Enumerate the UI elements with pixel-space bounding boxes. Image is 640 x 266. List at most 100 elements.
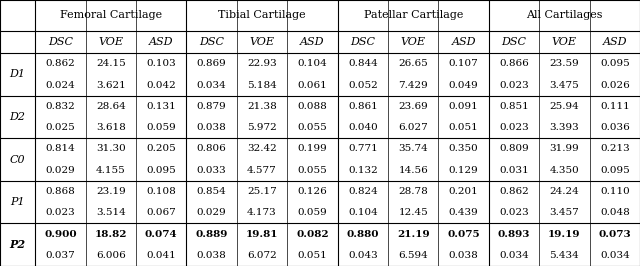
Text: 22.93: 22.93 bbox=[247, 59, 277, 68]
Text: 0.029: 0.029 bbox=[196, 208, 227, 217]
Text: 0.075: 0.075 bbox=[447, 230, 480, 239]
Text: 0.040: 0.040 bbox=[348, 123, 378, 132]
Text: 0.771: 0.771 bbox=[348, 144, 378, 153]
Text: 0.023: 0.023 bbox=[45, 208, 76, 217]
Text: 0.074: 0.074 bbox=[145, 230, 177, 239]
Text: ASD: ASD bbox=[300, 37, 324, 47]
Text: 0.103: 0.103 bbox=[147, 59, 176, 68]
Text: 0.205: 0.205 bbox=[147, 144, 176, 153]
Text: 0.893: 0.893 bbox=[498, 230, 530, 239]
Text: 0.111: 0.111 bbox=[600, 102, 630, 111]
Text: 0.034: 0.034 bbox=[196, 81, 227, 90]
Text: 25.94: 25.94 bbox=[550, 102, 579, 111]
Text: 25.17: 25.17 bbox=[247, 187, 277, 196]
Text: 5.972: 5.972 bbox=[247, 123, 277, 132]
Text: 3.618: 3.618 bbox=[96, 123, 125, 132]
Text: 0.809: 0.809 bbox=[499, 144, 529, 153]
Text: 0.061: 0.061 bbox=[298, 81, 327, 90]
Text: 0.055: 0.055 bbox=[298, 166, 327, 175]
Text: All Cartilages: All Cartilages bbox=[526, 10, 603, 20]
Text: 0.067: 0.067 bbox=[147, 208, 176, 217]
Text: 19.81: 19.81 bbox=[246, 230, 278, 239]
Text: 0.095: 0.095 bbox=[600, 59, 630, 68]
Text: 0.851: 0.851 bbox=[499, 102, 529, 111]
Text: 0.201: 0.201 bbox=[449, 187, 479, 196]
Text: 0.049: 0.049 bbox=[449, 81, 479, 90]
Text: 0.095: 0.095 bbox=[147, 166, 176, 175]
Text: 0.033: 0.033 bbox=[196, 166, 227, 175]
Text: 0.879: 0.879 bbox=[196, 102, 227, 111]
Text: 0.104: 0.104 bbox=[348, 208, 378, 217]
Text: Femoral Cartilage: Femoral Cartilage bbox=[60, 10, 162, 20]
Text: 4.350: 4.350 bbox=[550, 166, 579, 175]
Text: ASD: ASD bbox=[149, 37, 173, 47]
Text: 0.824: 0.824 bbox=[348, 187, 378, 196]
Text: P1: P1 bbox=[10, 197, 25, 207]
Text: 0.052: 0.052 bbox=[348, 81, 378, 90]
Text: 12.45: 12.45 bbox=[398, 208, 428, 217]
Text: Patellar Cartilage: Patellar Cartilage bbox=[364, 10, 463, 20]
Text: 0.889: 0.889 bbox=[195, 230, 228, 239]
Text: 0.055: 0.055 bbox=[298, 123, 327, 132]
Text: 6.006: 6.006 bbox=[96, 251, 125, 260]
Text: 28.64: 28.64 bbox=[96, 102, 125, 111]
Text: ASD: ASD bbox=[602, 37, 627, 47]
Text: 7.429: 7.429 bbox=[398, 81, 428, 90]
Text: 4.155: 4.155 bbox=[96, 166, 125, 175]
Text: 0.036: 0.036 bbox=[600, 123, 630, 132]
Text: 0.213: 0.213 bbox=[600, 144, 630, 153]
Text: 0.199: 0.199 bbox=[298, 144, 327, 153]
Text: 0.108: 0.108 bbox=[147, 187, 176, 196]
Text: 35.74: 35.74 bbox=[398, 144, 428, 153]
Text: 0.880: 0.880 bbox=[346, 230, 379, 239]
Text: 0.868: 0.868 bbox=[45, 187, 76, 196]
Text: VOE: VOE bbox=[401, 37, 426, 47]
Text: 0.051: 0.051 bbox=[449, 123, 479, 132]
Text: 0.034: 0.034 bbox=[499, 251, 529, 260]
Text: 0.042: 0.042 bbox=[147, 81, 176, 90]
Text: 0.132: 0.132 bbox=[348, 166, 378, 175]
Text: 0.110: 0.110 bbox=[600, 187, 630, 196]
Text: D1: D1 bbox=[10, 69, 26, 80]
Text: 24.24: 24.24 bbox=[550, 187, 579, 196]
Text: 0.051: 0.051 bbox=[298, 251, 327, 260]
Text: 0.854: 0.854 bbox=[196, 187, 227, 196]
Text: 0.023: 0.023 bbox=[499, 123, 529, 132]
Text: 28.78: 28.78 bbox=[398, 187, 428, 196]
Text: 0.806: 0.806 bbox=[196, 144, 227, 153]
Text: 0.048: 0.048 bbox=[600, 208, 630, 217]
Text: 0.091: 0.091 bbox=[449, 102, 479, 111]
Text: 3.393: 3.393 bbox=[550, 123, 579, 132]
Text: 23.59: 23.59 bbox=[550, 59, 579, 68]
Text: 3.475: 3.475 bbox=[550, 81, 579, 90]
Text: 0.814: 0.814 bbox=[45, 144, 76, 153]
Text: 6.072: 6.072 bbox=[247, 251, 277, 260]
Text: 26.65: 26.65 bbox=[398, 59, 428, 68]
Text: 0.026: 0.026 bbox=[600, 81, 630, 90]
Text: 0.073: 0.073 bbox=[598, 230, 631, 239]
Text: 0.862: 0.862 bbox=[45, 59, 76, 68]
Text: 6.027: 6.027 bbox=[398, 123, 428, 132]
Text: Tibial Cartilage: Tibial Cartilage bbox=[218, 10, 306, 20]
Text: 0.861: 0.861 bbox=[348, 102, 378, 111]
Text: 0.126: 0.126 bbox=[298, 187, 327, 196]
Text: 0.031: 0.031 bbox=[499, 166, 529, 175]
Text: 0.041: 0.041 bbox=[147, 251, 176, 260]
Text: P2: P2 bbox=[10, 239, 26, 250]
Text: 0.034: 0.034 bbox=[600, 251, 630, 260]
Text: 0.088: 0.088 bbox=[298, 102, 327, 111]
Text: 0.025: 0.025 bbox=[45, 123, 76, 132]
Text: VOE: VOE bbox=[99, 37, 124, 47]
Text: 24.15: 24.15 bbox=[96, 59, 125, 68]
Text: 0.023: 0.023 bbox=[499, 81, 529, 90]
Text: 0.024: 0.024 bbox=[45, 81, 76, 90]
Text: 23.69: 23.69 bbox=[398, 102, 428, 111]
Text: 0.059: 0.059 bbox=[298, 208, 327, 217]
Text: 31.30: 31.30 bbox=[96, 144, 125, 153]
Text: 0.095: 0.095 bbox=[600, 166, 630, 175]
Text: DSC: DSC bbox=[350, 37, 375, 47]
Text: 0.129: 0.129 bbox=[449, 166, 479, 175]
Text: 14.56: 14.56 bbox=[398, 166, 428, 175]
Text: 5.184: 5.184 bbox=[247, 81, 277, 90]
Text: 21.38: 21.38 bbox=[247, 102, 277, 111]
